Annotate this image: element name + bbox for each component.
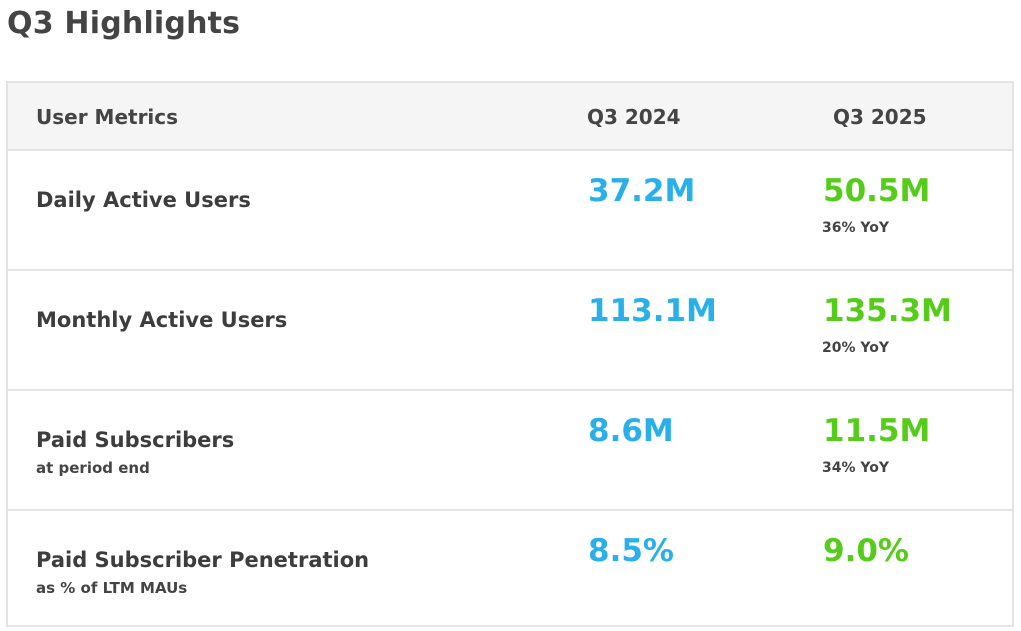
row-label: Paid Subscribers [36,428,235,452]
column-header-metric: User Metrics [36,105,179,129]
row-label: Paid Subscriber Penetration [36,548,370,572]
q3-2025-value: 11.5M [823,413,931,449]
q3-2024-value: 8.5% [588,533,674,569]
row-label: Daily Active Users [36,188,251,212]
column-header-q3-2025: Q3 2025 [833,105,927,129]
q3-2024-value: 113.1M [588,293,717,329]
column-header-q3-2024: Q3 2024 [587,105,681,129]
table-row-paid-subscribers: Paid Subscribers at period end 8.6M 11.5… [8,391,1012,511]
table-row-daily-active-users: Daily Active Users 37.2M 50.5M 36% YoY [8,151,1012,271]
yoy-growth: 20% YoY [822,340,889,356]
q3-2025-value: 135.3M [823,293,952,329]
q3-2025-value: 9.0% [823,533,909,569]
table-row-paid-subscriber-penetration: Paid Subscriber Penetration as % of LTM … [8,511,1012,631]
table-header-row: User Metrics Q3 2024 Q3 2025 [8,83,1012,151]
yoy-growth: 36% YoY [822,220,889,236]
row-label: Monthly Active Users [36,308,288,332]
q3-2024-value: 8.6M [588,413,674,449]
metrics-table: User Metrics Q3 2024 Q3 2025 Daily Activ… [6,81,1014,627]
table-row-monthly-active-users: Monthly Active Users 113.1M 135.3M 20% Y… [8,271,1012,391]
row-sublabel: as % of LTM MAUs [36,579,188,597]
yoy-growth: 34% YoY [822,460,889,476]
q3-2025-value: 50.5M [823,173,931,209]
page-title: Q3 Highlights [7,6,241,41]
row-sublabel: at period end [36,459,150,477]
q3-2024-value: 37.2M [588,173,696,209]
